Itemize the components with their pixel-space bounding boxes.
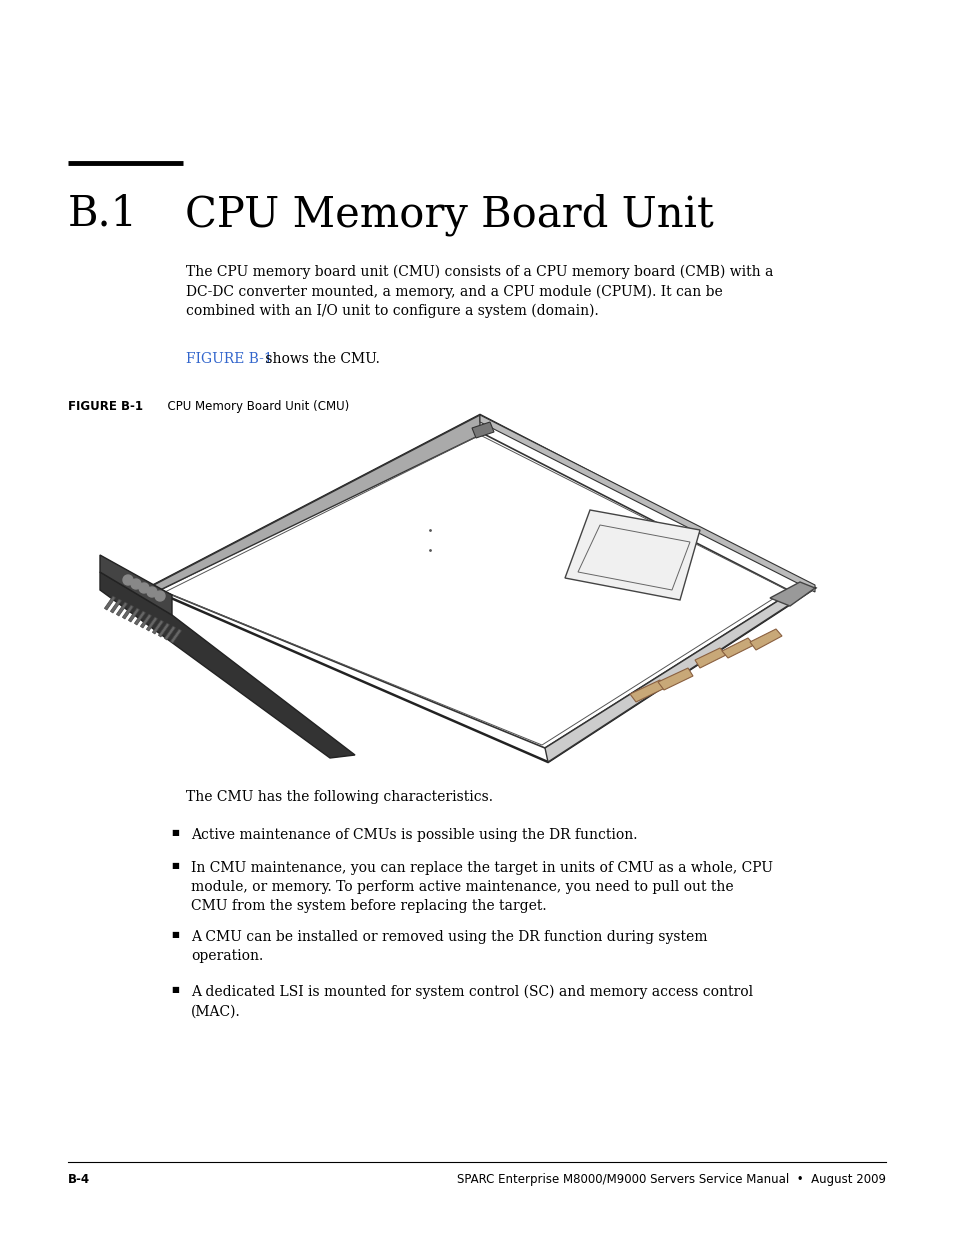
- Polygon shape: [658, 668, 692, 690]
- Circle shape: [139, 583, 149, 593]
- Text: ■: ■: [171, 861, 178, 869]
- Text: Active maintenance of CMUs is possible using the DR function.: Active maintenance of CMUs is possible u…: [191, 827, 637, 842]
- Text: The CPU memory board unit (CMU) consists of a CPU memory board (CMB) with a
DC-D: The CPU memory board unit (CMU) consists…: [186, 266, 773, 319]
- Polygon shape: [629, 680, 664, 701]
- Text: FIGURE B-1: FIGURE B-1: [68, 400, 143, 412]
- Bar: [122, 605, 133, 619]
- Bar: [116, 601, 128, 616]
- Bar: [104, 597, 115, 610]
- Circle shape: [131, 579, 141, 589]
- Bar: [164, 626, 175, 640]
- Text: The CMU has the following characteristics.: The CMU has the following characteristic…: [186, 790, 493, 804]
- Bar: [152, 620, 163, 634]
- Text: B-4: B-4: [68, 1173, 90, 1186]
- Polygon shape: [148, 415, 479, 590]
- Bar: [171, 629, 181, 643]
- Circle shape: [154, 592, 165, 601]
- Polygon shape: [721, 638, 753, 658]
- Text: A CMU can be installed or removed using the DR function during system
operation.: A CMU can be installed or removed using …: [191, 930, 707, 963]
- Bar: [158, 622, 170, 637]
- Bar: [146, 618, 157, 631]
- Circle shape: [123, 576, 132, 585]
- Text: ■: ■: [171, 986, 178, 994]
- Text: ■: ■: [171, 827, 178, 837]
- Text: shows the CMU.: shows the CMU.: [261, 352, 379, 366]
- Bar: [140, 614, 152, 629]
- Polygon shape: [472, 422, 494, 438]
- Text: B.1: B.1: [68, 193, 138, 235]
- Circle shape: [147, 587, 157, 597]
- Text: A dedicated LSI is mounted for system control (SC) and memory access control
(MA: A dedicated LSI is mounted for system co…: [191, 986, 752, 1019]
- Polygon shape: [544, 588, 814, 762]
- Polygon shape: [749, 629, 781, 650]
- Bar: [111, 599, 121, 613]
- Bar: [129, 608, 139, 622]
- Polygon shape: [769, 582, 814, 606]
- Text: CPU Memory Board Unit: CPU Memory Board Unit: [185, 193, 713, 236]
- Polygon shape: [100, 555, 172, 615]
- Polygon shape: [564, 510, 700, 600]
- Polygon shape: [695, 648, 725, 668]
- Text: ■: ■: [171, 930, 178, 939]
- Text: SPARC Enterprise M8000/M9000 Servers Service Manual  •  August 2009: SPARC Enterprise M8000/M9000 Servers Ser…: [456, 1173, 885, 1186]
- Polygon shape: [160, 432, 791, 748]
- Text: In CMU maintenance, you can replace the target in units of CMU as a whole, CPU
m: In CMU maintenance, you can replace the …: [191, 861, 772, 913]
- Polygon shape: [100, 572, 355, 758]
- Text: FIGURE B-1: FIGURE B-1: [186, 352, 273, 366]
- Bar: [134, 611, 145, 625]
- Text: CPU Memory Board Unit (CMU): CPU Memory Board Unit (CMU): [160, 400, 349, 412]
- Polygon shape: [479, 415, 814, 592]
